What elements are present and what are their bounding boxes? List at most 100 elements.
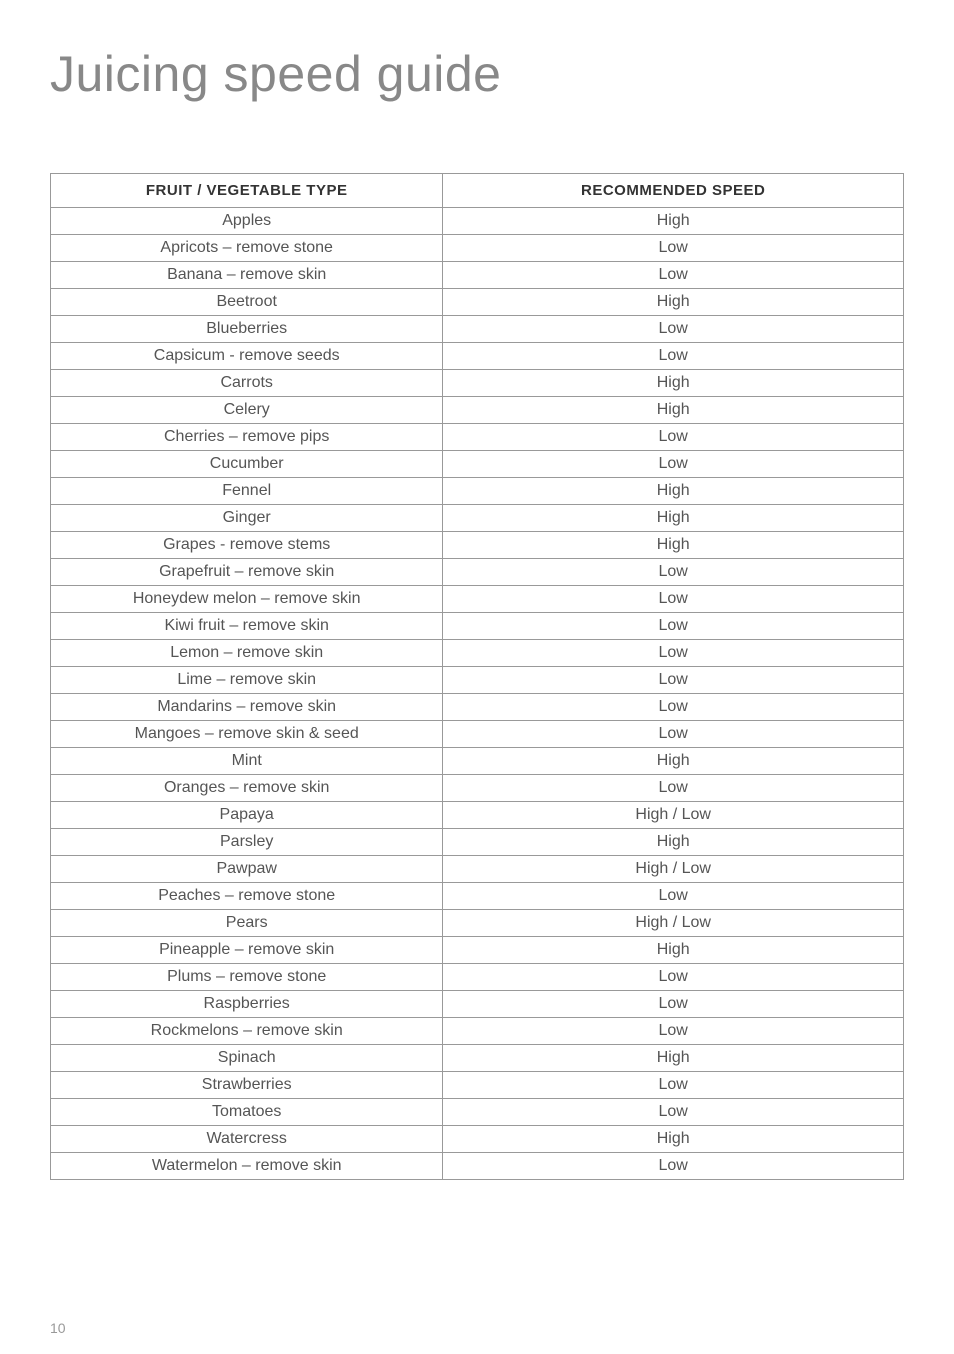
cell-fruit-name: Cherries – remove pips xyxy=(51,424,443,451)
cell-fruit-name: Ginger xyxy=(51,505,443,532)
column-header-speed: RECOMMENDED SPEED xyxy=(443,174,904,208)
cell-speed: Low xyxy=(443,640,904,667)
table-row: Grapefruit – remove skinLow xyxy=(51,559,904,586)
cell-speed: Low xyxy=(443,775,904,802)
table-row: Pineapple – remove skinHigh xyxy=(51,937,904,964)
table-row: PawpawHigh / Low xyxy=(51,856,904,883)
cell-fruit-name: Plums – remove stone xyxy=(51,964,443,991)
table-row: Banana – remove skinLow xyxy=(51,262,904,289)
cell-speed: High xyxy=(443,397,904,424)
cell-speed: Low xyxy=(443,667,904,694)
table-row: GingerHigh xyxy=(51,505,904,532)
table-row: Lime – remove skinLow xyxy=(51,667,904,694)
cell-fruit-name: Honeydew melon – remove skin xyxy=(51,586,443,613)
cell-fruit-name: Beetroot xyxy=(51,289,443,316)
cell-fruit-name: Parsley xyxy=(51,829,443,856)
table-row: Lemon – remove skinLow xyxy=(51,640,904,667)
cell-speed: High / Low xyxy=(443,856,904,883)
table-row: BeetrootHigh xyxy=(51,289,904,316)
cell-fruit-name: Strawberries xyxy=(51,1072,443,1099)
cell-fruit-name: Watercress xyxy=(51,1126,443,1153)
cell-speed: High xyxy=(443,505,904,532)
cell-speed: Low xyxy=(443,559,904,586)
cell-fruit-name: Grapes - remove stems xyxy=(51,532,443,559)
cell-speed: High xyxy=(443,748,904,775)
cell-fruit-name: Mint xyxy=(51,748,443,775)
cell-speed: Low xyxy=(443,451,904,478)
cell-speed: Low xyxy=(443,1099,904,1126)
cell-fruit-name: Apples xyxy=(51,208,443,235)
cell-speed: Low xyxy=(443,1018,904,1045)
table-row: FennelHigh xyxy=(51,478,904,505)
table-row: PapayaHigh / Low xyxy=(51,802,904,829)
table-row: Apricots – remove stoneLow xyxy=(51,235,904,262)
table-row: Oranges – remove skinLow xyxy=(51,775,904,802)
table-row: Capsicum - remove seedsLow xyxy=(51,343,904,370)
table-row: Cherries – remove pipsLow xyxy=(51,424,904,451)
cell-fruit-name: Carrots xyxy=(51,370,443,397)
cell-fruit-name: Lemon – remove skin xyxy=(51,640,443,667)
table-row: RaspberriesLow xyxy=(51,991,904,1018)
cell-fruit-name: Raspberries xyxy=(51,991,443,1018)
cell-fruit-name: Banana – remove skin xyxy=(51,262,443,289)
cell-speed: High xyxy=(443,1045,904,1072)
cell-speed: Low xyxy=(443,721,904,748)
cell-fruit-name: Mangoes – remove skin & seed xyxy=(51,721,443,748)
cell-speed: High xyxy=(443,532,904,559)
cell-speed: High xyxy=(443,937,904,964)
cell-speed: High xyxy=(443,1126,904,1153)
cell-fruit-name: Spinach xyxy=(51,1045,443,1072)
cell-fruit-name: Apricots – remove stone xyxy=(51,235,443,262)
cell-fruit-name: Rockmelons – remove skin xyxy=(51,1018,443,1045)
cell-fruit-name: Celery xyxy=(51,397,443,424)
cell-speed: Low xyxy=(443,1072,904,1099)
table-row: Plums – remove stoneLow xyxy=(51,964,904,991)
cell-speed: High xyxy=(443,289,904,316)
cell-fruit-name: Peaches – remove stone xyxy=(51,883,443,910)
cell-speed: High xyxy=(443,478,904,505)
cell-fruit-name: Tomatoes xyxy=(51,1099,443,1126)
table-body: ApplesHighApricots – remove stoneLowBana… xyxy=(51,208,904,1180)
table-row: Watermelon – remove skinLow xyxy=(51,1153,904,1180)
cell-speed: Low xyxy=(443,424,904,451)
cell-fruit-name: Pineapple – remove skin xyxy=(51,937,443,964)
cell-fruit-name: Pears xyxy=(51,910,443,937)
table-row: Rockmelons – remove skinLow xyxy=(51,1018,904,1045)
cell-fruit-name: Lime – remove skin xyxy=(51,667,443,694)
speed-guide-table: FRUIT / VEGETABLE TYPE RECOMMENDED SPEED… xyxy=(50,173,904,1180)
table-row: CarrotsHigh xyxy=(51,370,904,397)
cell-fruit-name: Kiwi fruit – remove skin xyxy=(51,613,443,640)
cell-speed: Low xyxy=(443,586,904,613)
cell-fruit-name: Mandarins – remove skin xyxy=(51,694,443,721)
cell-speed: High xyxy=(443,208,904,235)
cell-speed: High / Low xyxy=(443,802,904,829)
cell-speed: Low xyxy=(443,1153,904,1180)
cell-fruit-name: Watermelon – remove skin xyxy=(51,1153,443,1180)
cell-speed: High / Low xyxy=(443,910,904,937)
table-row: Kiwi fruit – remove skinLow xyxy=(51,613,904,640)
cell-speed: Low xyxy=(443,883,904,910)
cell-speed: High xyxy=(443,829,904,856)
cell-speed: Low xyxy=(443,964,904,991)
table-row: CeleryHigh xyxy=(51,397,904,424)
cell-speed: Low xyxy=(443,613,904,640)
table-row: TomatoesLow xyxy=(51,1099,904,1126)
table-row: WatercressHigh xyxy=(51,1126,904,1153)
cell-speed: Low xyxy=(443,316,904,343)
table-row: Mandarins – remove skinLow xyxy=(51,694,904,721)
table-row: CucumberLow xyxy=(51,451,904,478)
column-header-fruit: FRUIT / VEGETABLE TYPE xyxy=(51,174,443,208)
cell-fruit-name: Grapefruit – remove skin xyxy=(51,559,443,586)
cell-speed: Low xyxy=(443,235,904,262)
table-row: PearsHigh / Low xyxy=(51,910,904,937)
cell-fruit-name: Oranges – remove skin xyxy=(51,775,443,802)
cell-speed: Low xyxy=(443,694,904,721)
cell-fruit-name: Papaya xyxy=(51,802,443,829)
table-row: Grapes - remove stemsHigh xyxy=(51,532,904,559)
table-row: ParsleyHigh xyxy=(51,829,904,856)
cell-fruit-name: Cucumber xyxy=(51,451,443,478)
table-row: Peaches – remove stoneLow xyxy=(51,883,904,910)
cell-fruit-name: Blueberries xyxy=(51,316,443,343)
cell-fruit-name: Pawpaw xyxy=(51,856,443,883)
table-row: MintHigh xyxy=(51,748,904,775)
